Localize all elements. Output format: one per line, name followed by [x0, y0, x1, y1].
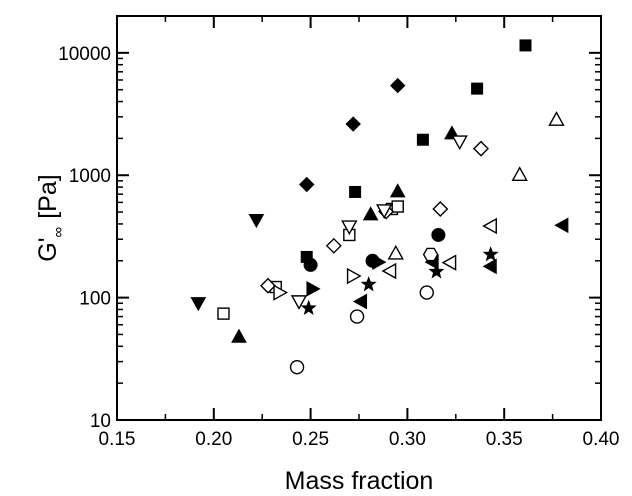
data-point-triangle-down-open: [290, 295, 308, 310]
data-point-square-filled: [416, 133, 429, 146]
y-axis-label-unit: [Pa]: [34, 174, 62, 218]
data-point-triangle-up-filled: [389, 183, 406, 198]
y-axis-label-subscript: ∞: [50, 226, 67, 237]
data-point-circle-filled: [303, 257, 318, 272]
y-tick-label: 100: [79, 289, 111, 310]
data-point-circle-filled: [431, 227, 446, 242]
data-point-triangle-right-filled: [372, 254, 387, 270]
data-point-triangle-left-filled: [482, 258, 497, 275]
data-point-triangle-right-open: [273, 284, 289, 301]
data-point-diamond-open: [472, 140, 489, 157]
data-point-triangle-up-open: [511, 166, 528, 182]
data-point-triangle-right-filled: [306, 280, 321, 297]
data-point-triangle-down-filled: [248, 213, 265, 229]
y-tick-label: 1000: [69, 166, 111, 187]
data-point-diamond-filled: [299, 176, 315, 193]
x-tick-label: 0.20: [195, 429, 232, 450]
ticks-layer: [116, 15, 602, 421]
data-point-triangle-right-open: [346, 267, 362, 285]
data-point-triangle-up-open: [548, 111, 565, 126]
data-point-square-filled: [349, 185, 362, 198]
data-point-star-filled: [428, 263, 445, 279]
y-tick-label: 10: [90, 411, 111, 432]
data-point-diamond-open: [432, 200, 449, 217]
data-point-square-open: [391, 200, 404, 213]
data-point-diamond-open: [260, 277, 276, 294]
data-point-triangle-left-filled: [554, 217, 569, 234]
plot-frame: [116, 15, 602, 421]
data-point-star-filled: [360, 276, 377, 292]
data-point-diamond-filled: [345, 116, 361, 132]
data-point-triangle-left-filled: [352, 293, 368, 310]
data-point-triangle-down-open: [341, 220, 358, 236]
x-tick-label: 0.40: [583, 429, 620, 450]
data-point-triangle-up-filled: [362, 206, 379, 221]
data-point-triangle-down-open: [451, 135, 468, 151]
x-axis-label: Mass fraction: [285, 467, 434, 495]
data-point-triangle-left-open: [441, 254, 457, 271]
labels-layer: 0.15 0.20 0.25 0.30 0.35 0.40 10 100 1000 10000: [58, 44, 619, 450]
data-point-circle-open: [419, 285, 434, 300]
data-point-circle-open: [289, 360, 305, 375]
data-point-square-open: [217, 307, 230, 320]
data-point-diamond-open: [325, 237, 342, 254]
y-axis-label: G'∞ [Pa]: [34, 174, 67, 261]
data-point-triangle-left-open: [381, 262, 397, 280]
points-layer: [190, 39, 569, 375]
y-axis-label-main: G': [34, 237, 62, 261]
data-point-circle-open: [349, 309, 365, 324]
data-point-square-filled: [471, 82, 484, 95]
x-tick-label: 0.15: [99, 429, 136, 450]
data-point-triangle-down-open: [375, 204, 393, 219]
data-point-triangle-up-open: [387, 244, 404, 260]
x-tick-label: 0.25: [292, 429, 329, 450]
data-point-star-filled: [300, 299, 317, 315]
x-tick-label: 0.30: [389, 429, 426, 450]
data-point-square-filled: [519, 39, 532, 52]
data-point-hexagon-open: [422, 247, 439, 262]
data-point-star-filled: [482, 246, 499, 262]
data-point-diamond-filled: [390, 77, 406, 94]
data-point-triangle-left-open: [482, 217, 497, 235]
x-tick-label: 0.35: [486, 429, 523, 450]
y-tick-label: 10000: [58, 44, 111, 65]
data-point-triangle-down-filled: [190, 297, 207, 312]
data-point-triangle-up-filled: [231, 328, 247, 343]
